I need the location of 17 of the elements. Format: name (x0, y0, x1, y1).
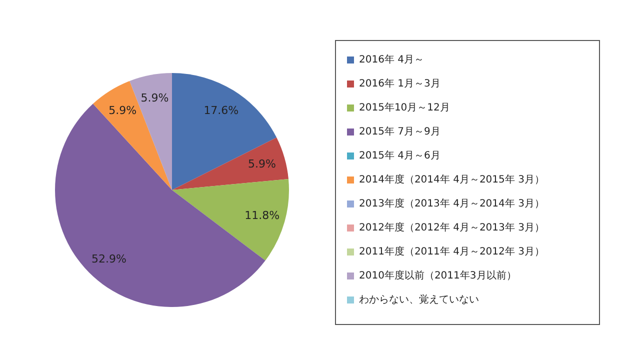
legend-label: 2013年度（2013年 4月～2014年 3月） (359, 198, 544, 210)
data-label: 52.9% (92, 252, 126, 266)
legend-label: 2014年度（2014年 4月～2015年 3月） (359, 174, 544, 186)
data-label: 5.9% (140, 92, 169, 105)
data-label: 11.8% (244, 209, 280, 222)
legend-label: 2012年度（2012年 4月～2013年 3月） (359, 222, 544, 234)
legend-label: わからない、覚えていない (359, 294, 479, 306)
data-label: 5.9% (248, 158, 276, 171)
legend-label: 2016年 4月～ (359, 54, 424, 66)
legend-label: 2015年 4月～6月 (359, 150, 440, 162)
legend-label: 2011年度（2011年 4月～2012年 3月） (359, 246, 544, 258)
legend-label: 2010年度以前（2011年3月以前） (359, 270, 516, 282)
legend-label: 2015年 7月～9月 (359, 126, 440, 138)
legend-label: 2016年 1月～3月 (359, 78, 440, 90)
legend-label: 2015年10月～12月 (359, 102, 450, 114)
data-label: 17.6% (204, 104, 239, 117)
data-label: 5.9% (108, 104, 137, 117)
